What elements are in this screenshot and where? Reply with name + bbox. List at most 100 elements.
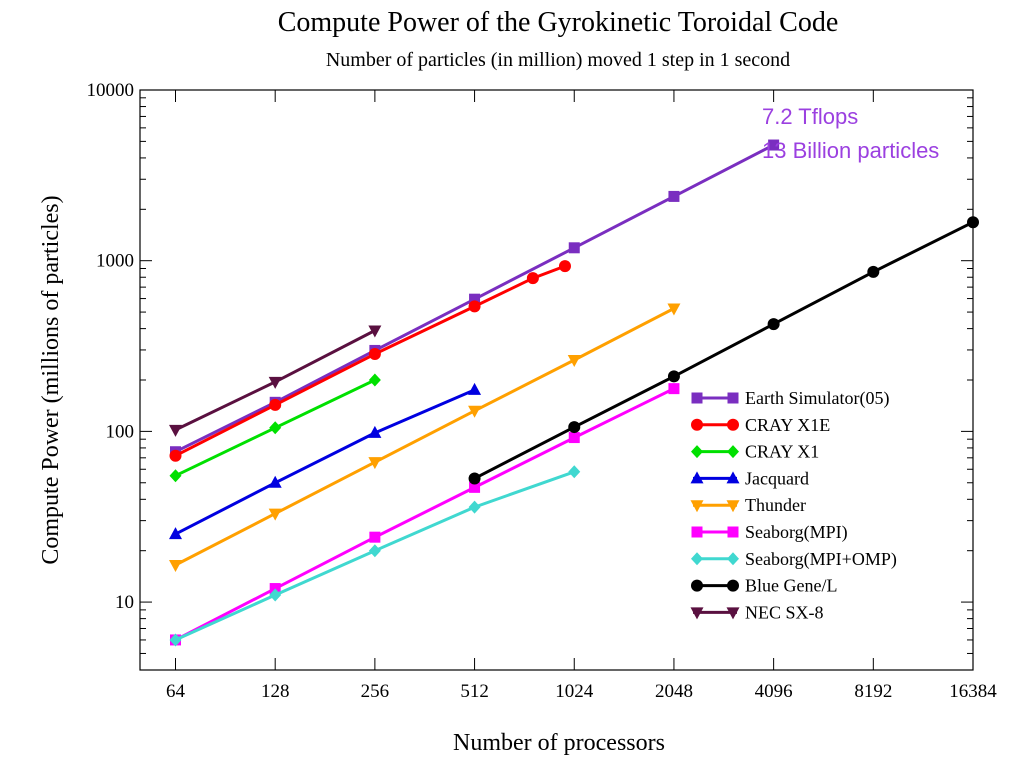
legend-label: Seaborg(MPI)	[745, 522, 848, 543]
legend: Earth Simulator(05) CRAY X1E CRAY X1 Jacqua…	[690, 388, 897, 622]
chart-title: Compute Power of the Gyrokinetic Toroida…	[278, 7, 839, 38]
data-point	[667, 370, 680, 383]
data-point	[169, 469, 182, 483]
legend-marker	[727, 552, 739, 566]
legend-item: Seaborg(MPI)	[691, 522, 848, 543]
y-tick-label: 100	[106, 421, 135, 442]
x-tick-label: 256	[361, 681, 390, 702]
data-point	[469, 481, 481, 493]
series-5	[170, 383, 680, 646]
legend-marker	[726, 607, 740, 620]
data-point	[268, 508, 282, 521]
legend-marker	[726, 500, 740, 513]
series-line	[174, 388, 476, 536]
data-point	[368, 425, 382, 438]
legend-item: Jacquard	[690, 468, 809, 488]
series-4	[169, 303, 681, 572]
y-tick-label: 10000	[87, 80, 135, 101]
x-tick-label: 512	[460, 681, 489, 702]
series-line	[174, 387, 675, 642]
data-point	[526, 272, 539, 285]
legend-marker	[726, 471, 740, 484]
legend-item: CRAY X1E	[691, 415, 830, 435]
legend-item: Seaborg(MPI+OMP)	[691, 549, 897, 570]
legend-label: Earth Simulator(05)	[745, 388, 889, 409]
data-point	[568, 421, 581, 434]
plot-series	[169, 139, 979, 647]
series-6	[169, 465, 581, 647]
data-point	[568, 465, 581, 479]
data-point	[269, 588, 282, 602]
legend-label: Thunder	[745, 495, 806, 515]
x-tick-label: 16384	[949, 681, 997, 702]
legend-marker	[727, 392, 739, 404]
annotation-particles: 13 Billion particles	[762, 138, 939, 163]
chart-subtitle: Number of particles (in million) moved 1…	[326, 49, 790, 71]
axes: 64 128 256 512 1024 2048 4096 8192 16384 10 100 100…	[87, 80, 998, 702]
series-1	[169, 260, 571, 462]
series-line	[174, 307, 675, 567]
data-point	[867, 265, 880, 278]
data-point	[668, 383, 680, 395]
legend-label: Blue Gene/L	[745, 576, 837, 596]
data-point	[269, 421, 282, 435]
data-point	[368, 373, 381, 387]
data-point	[368, 348, 381, 361]
legend-label: Jacquard	[745, 468, 809, 488]
data-point	[468, 382, 482, 395]
legend-marker	[727, 418, 739, 431]
series-2	[169, 373, 381, 483]
legend-marker	[691, 392, 703, 404]
legend-label: CRAY X1E	[745, 415, 830, 435]
data-point	[169, 633, 182, 647]
legend-marker	[727, 526, 739, 538]
x-tick-label: 64	[166, 681, 186, 702]
legend-marker	[691, 552, 703, 566]
legend-marker	[691, 526, 703, 538]
data-point	[368, 544, 381, 558]
data-point	[169, 559, 183, 572]
data-point	[567, 354, 581, 367]
data-point	[369, 531, 381, 543]
annotation-tflops: 7.2 Tflops	[762, 104, 858, 129]
legend-marker	[691, 418, 703, 431]
data-point	[268, 376, 282, 389]
legend-label: CRAY X1	[745, 442, 819, 462]
x-tick-label: 1024	[555, 681, 594, 702]
data-point	[268, 475, 282, 488]
series-line	[473, 220, 974, 480]
y-axis-label: Compute Power (millions of particles)	[38, 195, 64, 564]
data-point	[169, 449, 182, 462]
data-point	[668, 190, 680, 202]
data-point	[269, 398, 282, 411]
x-tick-label: 8192	[854, 681, 892, 702]
legend-item: Thunder	[690, 495, 806, 515]
data-point	[468, 472, 481, 485]
x-tick-label: 4096	[755, 681, 793, 702]
x-tick-label: 128	[261, 681, 290, 702]
data-point	[368, 325, 382, 338]
plot-frame	[139, 89, 974, 671]
data-point	[767, 318, 780, 331]
data-point	[558, 260, 571, 273]
legend-item: CRAY X1	[691, 442, 819, 462]
data-point	[967, 216, 979, 229]
legend-marker	[691, 579, 703, 592]
legend-item: Earth Simulator(05)	[691, 388, 889, 409]
y-tick-label: 1000	[96, 251, 134, 272]
x-axis-label: Number of processors	[453, 730, 665, 756]
data-point	[169, 527, 183, 540]
legend-marker	[690, 607, 704, 620]
legend-marker	[727, 579, 739, 592]
data-point	[468, 300, 481, 313]
data-point	[469, 293, 481, 305]
series-line	[174, 264, 566, 458]
data-point	[768, 139, 780, 151]
data-point	[468, 500, 481, 514]
data-point	[667, 303, 681, 316]
legend-label: NEC SX-8	[745, 602, 824, 622]
series-3	[169, 382, 482, 540]
legend-item: NEC SX-8	[690, 602, 824, 622]
data-point	[468, 405, 482, 418]
